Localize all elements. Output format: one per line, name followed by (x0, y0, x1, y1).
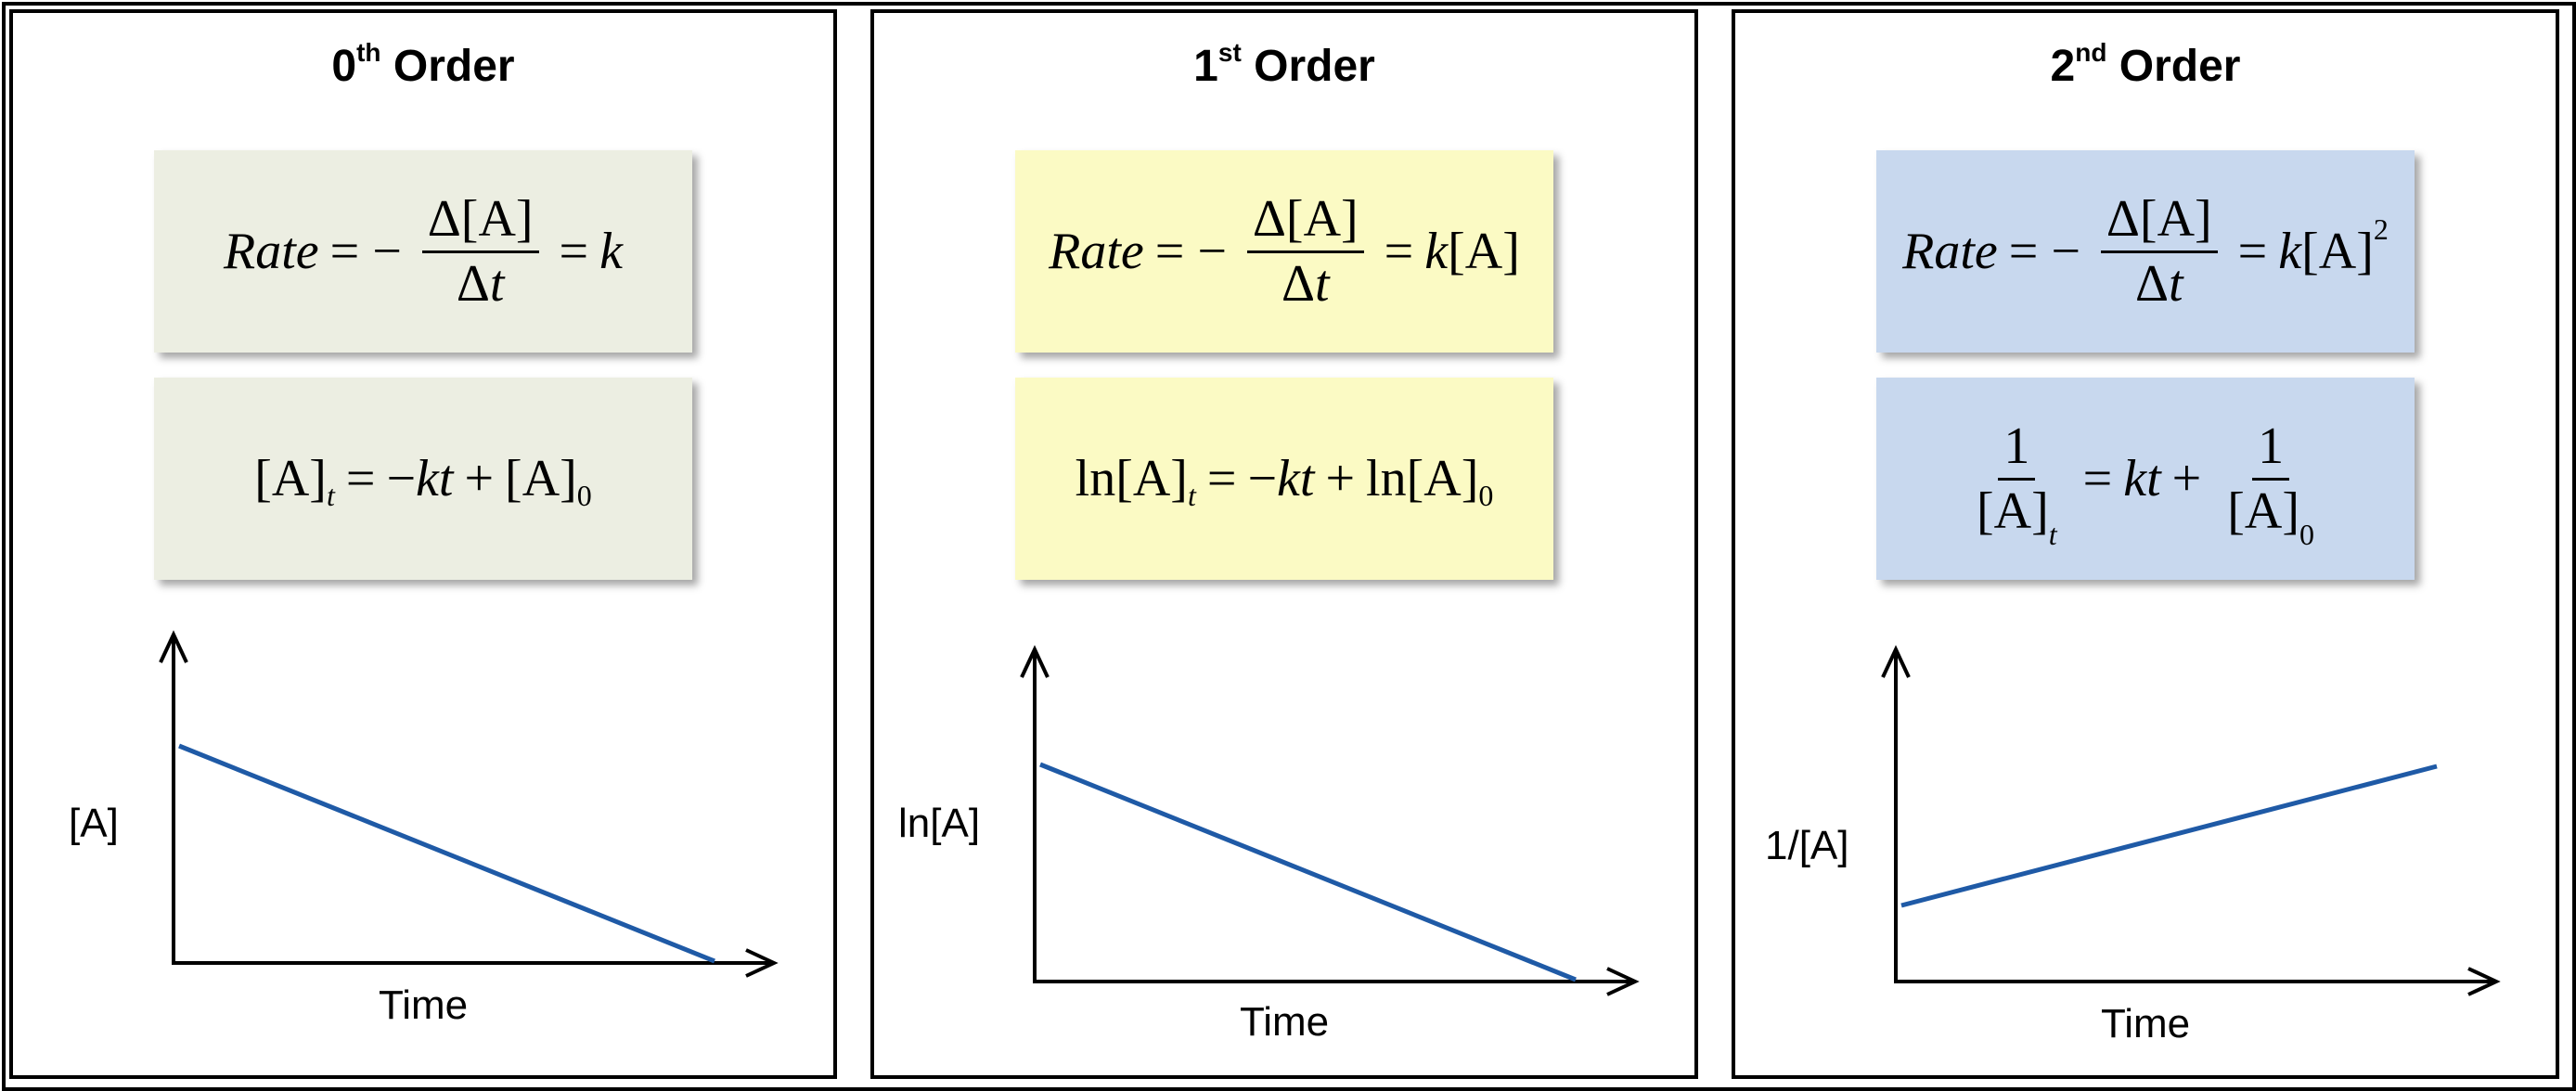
second-order-panel: 2nd Order Rate = − Δ[A] Δt = k [A] 2 1 [A]t = k… (1732, 9, 2559, 1079)
x-axis-arrow (1606, 967, 1640, 996)
y-axis-label: 1/[A] (1765, 823, 1849, 868)
integrated-rate-law-equation: 1 [A]t = kt + 1 [A]0 (1977, 417, 2314, 551)
first-order-panel: 1st Order Rate = − Δ[A] Δt = k [A] ln[A] t = −… (870, 9, 1698, 1079)
trend-line (1039, 762, 1577, 982)
integrated-rate-law-box: [A] t = − kt + [A] 0 (154, 378, 692, 580)
y-axis-label: ln[A] (898, 801, 980, 846)
integrated-rate-law-equation: [A] t = − kt + [A] 0 (254, 450, 592, 512)
rate-law-equation: Rate = − Δ[A] Δt = k (224, 189, 623, 313)
y-axis-arrow (159, 630, 188, 663)
panel-title: 1st Order (1193, 38, 1375, 91)
y-axis-arrow (1881, 645, 1911, 678)
panel-title: 2nd Order (2050, 38, 2241, 91)
x-axis-label: Time (379, 982, 468, 1028)
zero-order-panel: 0th Order Rate = − Δ[A] Δt = k [A] t = − kt + [A… (9, 9, 837, 1079)
trend-line (178, 743, 715, 964)
rate-law-equation: Rate = − Δ[A] Δt = k [A] 2 (1902, 189, 2389, 313)
x-axis-arrow (2467, 967, 2501, 996)
y-axis-arrow (1020, 645, 1050, 678)
y-axis-label: [A] (69, 801, 119, 846)
x-axis-label: Time (2101, 1001, 2190, 1046)
rate-law-box: Rate = − Δ[A] Δt = k [A] (1015, 150, 1553, 353)
rate-law-box: Rate = − Δ[A] Δt = k (154, 150, 692, 353)
rate-law-equation: Rate = − Δ[A] Δt = k [A] (1049, 189, 1520, 313)
x-axis-arrow (745, 948, 779, 978)
trend-line (1900, 764, 2438, 908)
x-axis-label: Time (1240, 999, 1329, 1045)
integrated-rate-law-equation: ln[A] t = − kt + ln[A] 0 (1075, 450, 1494, 512)
rate-law-box: Rate = − Δ[A] Δt = k [A] 2 (1876, 150, 2415, 353)
integrated-rate-law-box: ln[A] t = − kt + ln[A] 0 (1015, 378, 1553, 580)
panel-title: 0th Order (331, 38, 515, 91)
integrated-rate-law-box: 1 [A]t = kt + 1 [A]0 (1876, 378, 2415, 580)
